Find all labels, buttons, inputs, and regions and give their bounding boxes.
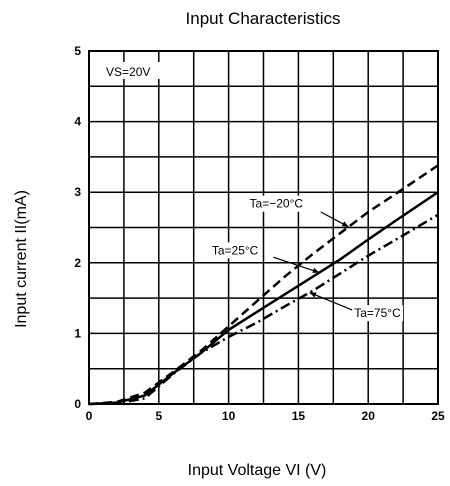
y-axis-label: Input current II(mA) bbox=[13, 190, 30, 328]
x-tick-label: 20 bbox=[362, 409, 376, 423]
x-tick-label: 10 bbox=[222, 409, 236, 423]
y-tick-label: 2 bbox=[74, 256, 81, 270]
chart-title: Input Characteristics bbox=[186, 9, 341, 28]
annotation-label: Ta=25°C bbox=[212, 243, 259, 257]
x-tick-label: 0 bbox=[86, 409, 93, 423]
annotation-leader bbox=[273, 257, 319, 272]
annotation-leader bbox=[310, 293, 355, 311]
condition-text: VS=20V bbox=[106, 65, 150, 79]
axis-layer: 0 5 10 15 20 25 0 1 2 3 4 5 bbox=[74, 44, 445, 423]
condition-label: VS=20V bbox=[104, 62, 160, 79]
x-tick-label: 5 bbox=[155, 409, 162, 423]
x-axis-label: Input Voltage VI (V) bbox=[188, 462, 327, 479]
x-tick-label: 15 bbox=[292, 409, 306, 423]
x-tick-label: 25 bbox=[431, 409, 445, 423]
annotation-label: Ta=−20°C bbox=[250, 197, 304, 211]
y-tick-label: 3 bbox=[74, 185, 81, 199]
y-tick-label: 1 bbox=[74, 326, 81, 340]
y-tick-label: 4 bbox=[74, 115, 81, 129]
annotation-arrowhead bbox=[312, 268, 319, 273]
y-tick-label: 5 bbox=[74, 44, 81, 58]
y-tick-label: 0 bbox=[74, 397, 81, 411]
annotation-arrowhead bbox=[310, 293, 317, 298]
annotation-label: Ta=75°C bbox=[354, 306, 401, 320]
